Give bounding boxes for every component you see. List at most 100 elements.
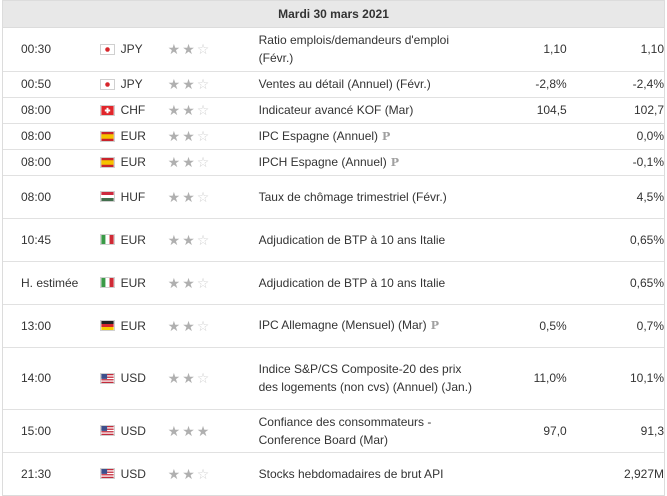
event-name[interactable]: Ratio emplois/demandeurs d'emploi (Févr.… (258, 33, 450, 66)
events-table: 00:30 JPY ★ ★ ☆ Ratio emplois/demandeurs d… (3, 28, 664, 495)
event-row[interactable]: 13:00 EUR ★ ★ ☆ IPC Allemagne (Mensuel) (M… (3, 304, 664, 348)
star-empty-icon: ☆ (196, 128, 210, 144)
currency-code: EUR (120, 232, 146, 247)
forecast-value (567, 452, 621, 495)
star-empty-icon: ☆ (196, 231, 210, 248)
star-filled-icon: ★ (167, 128, 181, 144)
event-name[interactable]: Confiance des consommateurs - Conference… (258, 414, 432, 447)
event-row[interactable]: 14:00 USD ★ ★ ☆ Indice S&P/CS Composite-20… (3, 347, 664, 410)
event-time: 15:00 (3, 409, 93, 453)
actual-value (483, 175, 567, 219)
star-empty-icon: ☆ (196, 102, 210, 118)
event-row[interactable]: 21:30 USD ★ ★ ☆ Stocks hebdomadaires de br… (3, 452, 664, 495)
currency-cell: USD (93, 452, 165, 495)
event-time: 21:30 (21, 466, 52, 481)
event-name-cell[interactable]: Confiance des consommateurs - Conference… (258, 409, 484, 453)
event-name-cell[interactable]: Adjudication de BTP à 10 ans Italie (258, 261, 484, 305)
star-filled-icon: ★ (182, 128, 195, 144)
importance-cell: ★ ★ ★ (164, 409, 259, 453)
star-filled-icon: ★ (167, 188, 181, 205)
event-name[interactable]: IPC Allemagne (Mensuel) (Mar) (258, 318, 427, 332)
previous-value: 10,1% (620, 347, 664, 410)
previous-value: 102,7 (620, 97, 664, 124)
event-name[interactable]: Ventes au détail (Annuel) (Févr.) (258, 77, 431, 91)
event-name-cell[interactable]: IPCH Espagne (Annuel) P (258, 149, 484, 176)
event-name-cell[interactable]: Stocks hebdomadaires de brut API (259, 452, 484, 495)
forecast-value (566, 71, 621, 98)
event-name-cell[interactable]: IPC Espagne (Annuel) P (258, 123, 484, 150)
currency-cell: EUR (92, 261, 165, 305)
importance-cell: ★ ★ ☆ (164, 123, 259, 150)
event-time: 13:00 (3, 304, 93, 348)
importance-cell: ★ ★ ☆ (164, 347, 259, 410)
star-empty-icon: ☆ (196, 317, 210, 334)
star-filled-icon: ★ (167, 76, 181, 92)
actual-value: 0,5% (483, 304, 567, 348)
event-row[interactable]: 08:00 HUF ★ ★ ☆ Taux de chômage trimestrie… (3, 175, 664, 219)
event-name-cell[interactable]: Indicateur avancé KOF (Mar) (258, 97, 484, 124)
star-filled-icon: ★ (182, 76, 195, 92)
star-empty-icon: ☆ (196, 465, 210, 482)
currency-cell: JPY (92, 28, 165, 72)
event-time: 08:00 (3, 97, 93, 124)
event-name-cell[interactable]: IPC Allemagne (Mensuel) (Mar) P (258, 304, 484, 348)
star-empty-icon: ☆ (196, 76, 210, 92)
event-name[interactable]: Taux de chômage trimestriel (Févr.) (258, 189, 447, 204)
spain-flag (99, 130, 115, 142)
usa-flag (99, 425, 115, 436)
star-filled-icon: ★ (167, 102, 181, 118)
actual-value: 11,0% (483, 347, 567, 410)
previous-value: 0,65% (620, 261, 664, 305)
event-name-cell[interactable]: Taux de chômage trimestriel (Févr.) (258, 175, 484, 219)
forecast-value (566, 261, 621, 305)
forecast-value (566, 149, 621, 176)
star-filled-icon: ★ (167, 422, 181, 439)
star-filled-icon: ★ (182, 154, 195, 170)
event-row[interactable]: H. estimée EUR ★ ★ ☆ Adjudication de BTP à… (3, 261, 664, 305)
star-empty-icon: ☆ (196, 274, 210, 291)
event-time: 08:00 (3, 175, 93, 219)
currency-code: JPY (120, 42, 143, 57)
usa-flag (99, 372, 115, 384)
currency-code: USD (120, 423, 146, 438)
star-filled-icon: ★ (182, 317, 195, 334)
event-name-cell[interactable]: Adjudication de BTP à 10 ans Italie (258, 218, 484, 262)
event-name[interactable]: IPC Espagne (Annuel) (258, 128, 379, 143)
event-name-cell[interactable]: Ratio emplois/demandeurs d'emploi (Févr.… (258, 28, 484, 72)
actual-value: 104,5 (483, 97, 567, 124)
germany-flag (99, 320, 115, 331)
currency-code: EUR (120, 155, 146, 169)
event-name[interactable]: Indice S&P/CS Composite-20 des prix des … (258, 362, 473, 394)
currency-cell: USD (92, 347, 165, 410)
japan-flag (99, 78, 115, 90)
event-name[interactable]: IPCH Espagne (Annuel) (258, 154, 387, 169)
event-row[interactable]: 00:30 JPY ★ ★ ☆ Ratio emplois/demandeurs d… (3, 28, 664, 72)
event-name-cell[interactable]: Indice S&P/CS Composite-20 des prix des … (258, 347, 484, 410)
importance-cell: ★ ★ ☆ (164, 261, 259, 305)
event-row[interactable]: 15:00 USD ★ ★ ★ Confiance des consommateur… (3, 409, 664, 453)
star-filled-icon: ★ (167, 231, 181, 248)
japan-flag (99, 43, 115, 55)
event-name[interactable]: Adjudication de BTP à 10 ans Italie (258, 232, 446, 247)
star-filled-icon: ★ (182, 188, 195, 205)
event-name[interactable]: Stocks hebdomadaires de brut API (258, 466, 444, 481)
star-filled-icon: ★ (167, 317, 181, 334)
event-time: 14:00 (3, 347, 93, 410)
forecast-value (566, 218, 621, 262)
currency-code: CHF (120, 103, 146, 117)
event-row[interactable]: 08:00 CHF ★ ★ ☆ Indicateur avancé KOF (Mar… (3, 97, 664, 124)
usa-flag (99, 468, 115, 480)
actual-value: 97,0 (483, 409, 567, 453)
event-name[interactable]: Adjudication de BTP à 10 ans Italie (258, 275, 446, 290)
event-row[interactable]: 08:00 EUR ★ ★ ☆ IPC Espagne (Annuel) P 0,0% (3, 123, 664, 150)
importance-cell: ★ ★ ☆ (164, 218, 259, 262)
event-row[interactable]: 00:50 JPY ★ ★ ☆ Ventes au détail (Annuel) … (3, 71, 664, 98)
forecast-value (566, 347, 621, 410)
star-filled-icon: ★ (182, 465, 195, 482)
event-row[interactable]: 10:45 EUR ★ ★ ☆ Adjudication de BTP à 10 a… (3, 218, 664, 262)
forecast-value (566, 28, 621, 72)
preliminary-icon: P (382, 129, 391, 143)
event-name-cell[interactable]: Ventes au détail (Annuel) (Févr.) (258, 71, 484, 98)
event-row[interactable]: 08:00 EUR ★ ★ ☆ IPCH Espagne (Annuel) P -0,… (3, 149, 664, 176)
event-name[interactable]: Indicateur avancé KOF (Mar) (258, 103, 414, 117)
